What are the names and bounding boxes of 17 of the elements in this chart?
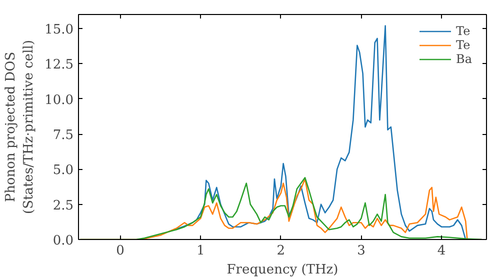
y-axis-title: Phonon projected DOS (States/THz·primitive cell) xyxy=(4,40,37,214)
y-tick-label: 0.0 xyxy=(52,234,74,248)
legend-label: Ba xyxy=(456,52,473,66)
x-tick-label: 0 xyxy=(116,244,124,258)
y-tick-label: 2.5 xyxy=(52,198,74,214)
y-tick-label: 12.5 xyxy=(44,58,74,73)
y-tick-label: 10.0 xyxy=(44,92,74,108)
y-tick-label: 5.0 xyxy=(52,163,74,178)
y-tick-label: 15.0 xyxy=(44,22,74,38)
legend-label: Te xyxy=(456,38,472,52)
x-tick-label: 1 xyxy=(196,244,205,258)
x-tick-label: 4 xyxy=(437,244,446,258)
x-axis-title: Frequency (THz) xyxy=(226,262,338,278)
y-tick-label: 7.5 xyxy=(52,128,74,144)
x-tick-label: 2 xyxy=(276,244,286,258)
legend-label: Te xyxy=(456,24,472,38)
x-tick-label: 3 xyxy=(357,244,366,258)
